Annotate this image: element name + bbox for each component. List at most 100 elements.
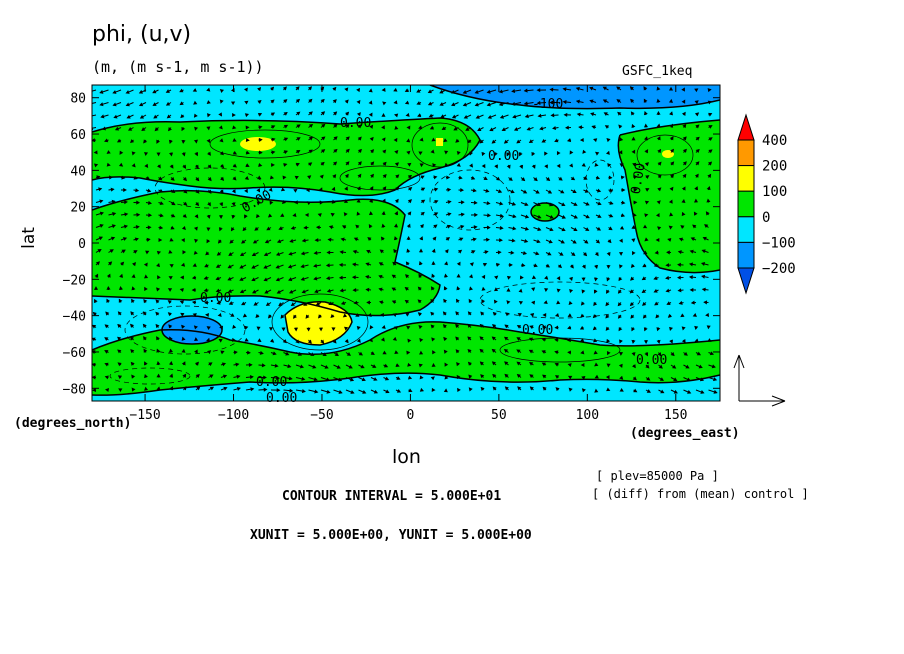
wind-vector-head-146 [156,348,161,353]
wind-vector-head-672 [418,363,423,368]
wind-vector-head-1162 [667,237,672,242]
wind-vector-head-444 [306,327,311,332]
wind-vector-head-551 [368,100,373,105]
wind-vector-head-1218 [692,313,697,317]
wind-vector-head-1207 [694,173,699,178]
wind-vector-head-992 [580,301,585,306]
wind-vector-head-752 [463,114,468,119]
wind-vector-head-191 [179,287,184,292]
wind-vector-head-302 [244,113,250,118]
wind-vector-head-901 [536,100,541,105]
wind-vector-head-1078 [631,123,636,129]
wind-vector-head-852 [512,114,517,119]
wind-vector-head-549 [362,390,367,394]
wind-vector-head-456 [320,161,325,166]
contour-label-1: 0.00 [340,116,371,131]
contour-thin-10 [585,159,615,201]
wind-vector-head-153 [168,127,172,132]
wind-vector-head-994 [579,325,585,330]
wind-vector-head-831 [506,164,511,169]
wind-vector-head-34 [111,199,116,204]
wind-vector-head-427 [308,111,313,116]
wind-vector-head-524 [350,390,355,394]
wind-vector-head-1194 [681,326,686,331]
wind-vector-head-817 [493,299,498,304]
wind-vector-head-165 [168,276,173,280]
wind-vector-head-531 [357,161,362,166]
wind-vector-head-689 [431,260,436,265]
wind-vector-head-1202 [694,112,700,117]
wind-vector-head-560 [368,211,374,216]
wind-vector-head-122 [143,361,148,366]
wind-vector-head-70 [117,336,122,341]
x-tick-label-4: 50 [491,408,507,423]
wind-vector-head-1205 [695,148,700,154]
wind-vector-head-1113 [643,250,648,255]
wind-vector-head-1230 [708,149,713,154]
wind-vector-head-43 [105,311,110,316]
wind-vector-head-309 [243,202,249,207]
wind-vector-head-1197 [685,364,690,369]
wind-vector-head-799 [480,386,485,391]
wind-vector-head-31 [106,162,111,167]
wind-vector-head-467 [315,301,320,306]
wind-vector-head-541 [352,288,357,293]
wind-vector-head-1175 [681,87,685,92]
wind-vector-head-124 [144,386,149,391]
wind-vector-head-294 [232,324,237,329]
wind-vector-head-1045 [606,338,611,344]
wind-vector-head-16 [93,286,99,290]
wind-vector-head-1058 [621,187,626,193]
wind-vector-head-59 [124,200,128,205]
wind-vector-head-412 [289,238,294,243]
wind-vector-head-145 [156,336,160,341]
wind-vector-head-730 [456,151,461,156]
wind-vector-head-441 [301,289,306,294]
wind-vector-head-847 [504,361,509,366]
wind-vector-head-1093 [630,314,635,319]
wind-vector-head-10 [99,211,104,216]
wind-vector-head-684 [434,199,439,204]
wind-vector-head-383 [280,187,286,192]
wind-vector-head-958 [572,189,577,194]
wind-vector-head-377 [283,111,288,116]
wind-vector-head-1213 [689,249,694,254]
wind-vector-head-845 [503,336,509,341]
wind-vector-head-1075 [629,86,634,91]
wind-vector-head-660 [420,211,425,216]
wind-vector-head-1071 [618,352,624,356]
wind-vector-head-914 [545,263,551,268]
wind-vector-head-726 [451,102,456,107]
wind-vector-head-469 [318,327,324,332]
wind-vector-head-571 [370,351,375,355]
wind-vector-head-1198 [686,377,691,382]
wind-vector-head-650 [416,88,421,93]
wind-vector-head-980 [582,149,587,154]
wind-vector-head-499 [338,390,343,394]
wind-vector-head-327 [257,113,263,117]
wind-vector-head-204 [193,139,199,144]
wind-vector-head-929 [554,138,559,143]
wind-vector-head-758 [472,188,477,193]
wind-vector-head-128 [154,127,159,132]
wind-vector-head-971 [567,350,571,355]
wind-vector-head-565 [365,275,370,280]
wind-vector-head-995 [579,338,585,342]
wind-vector-head-292 [228,301,233,305]
wind-vector-head-446 [310,352,315,356]
wind-vector-head-110 [148,213,153,218]
wind-vector-head-978 [578,125,583,130]
field-high-north-2 [436,138,443,146]
wind-vector-head-935 [561,215,566,219]
wind-vector-head-201 [193,100,198,105]
wind-vector-head-1098 [632,376,637,381]
wind-vector-head-654 [419,137,424,142]
wind-vector-head-224 [196,386,201,391]
wind-vector-head-67 [118,298,123,303]
wind-vector-head-1116 [641,289,646,293]
wind-vector-head-1107 [645,175,650,179]
wind-vector-head-983 [584,189,589,193]
wind-vector-head-1132 [657,174,662,179]
wind-vector-head-144 [155,323,160,329]
wind-vector-head-240 [203,275,208,280]
